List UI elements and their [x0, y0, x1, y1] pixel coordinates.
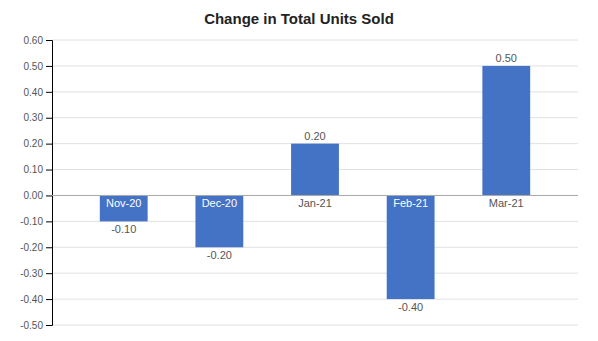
category-labels: Nov-20 Dec-20 Jan-21 Feb-21 Mar-21 [106, 197, 524, 209]
bar [387, 195, 435, 299]
bar [195, 195, 243, 247]
y-tick-label: 0.60 [24, 35, 44, 46]
data-label: 0.20 [304, 130, 325, 142]
y-tick-mark [46, 144, 52, 145]
data-label: -0.20 [207, 249, 232, 261]
grid-line [52, 195, 578, 196]
y-tick-mark [46, 195, 52, 196]
y-tick-mark [46, 92, 52, 93]
y-tick: -0.20 [20, 242, 52, 253]
y-tick: -0.50 [20, 320, 52, 331]
y-tick-mark [46, 118, 52, 119]
y-tick-label: 0.10 [24, 164, 44, 175]
category-label: Feb-21 [393, 197, 428, 209]
y-tick-label: -0.10 [20, 216, 43, 227]
y-tick: 0.20 [24, 138, 52, 149]
data-label: -0.40 [398, 301, 423, 313]
data-label: -0.10 [111, 223, 136, 235]
bar [482, 66, 530, 196]
y-tick: 0.10 [24, 164, 52, 175]
data-label: 0.50 [496, 52, 517, 64]
chart: Change in Total Units Sold -0.50 -0.40 -0.3… [0, 0, 598, 341]
title: Change in Total Units Sold [204, 10, 394, 27]
y-tick-label: -0.50 [20, 320, 43, 331]
bars [100, 66, 530, 299]
grid-line [52, 299, 578, 300]
y-tick-label: -0.20 [20, 242, 43, 253]
y-tick-mark [46, 325, 52, 326]
y-tick-mark [46, 299, 52, 300]
y-tick-mark [46, 40, 52, 41]
y-tick-mark [46, 221, 52, 222]
y-tick: -0.40 [20, 294, 52, 305]
category-label: Jan-21 [298, 197, 332, 209]
y-tick-label: 0.50 [24, 61, 44, 72]
y-tick-label: 0.20 [24, 138, 44, 149]
zero-line [52, 195, 578, 196]
y-tick-label: 0.00 [24, 190, 44, 201]
y-tick: 0.60 [24, 35, 52, 46]
category-label: Dec-20 [202, 197, 237, 209]
y-tick-mark [46, 247, 52, 248]
y-axis-line [46, 41, 53, 326]
y-tick-mark [46, 66, 52, 67]
data-labels: -0.10 -0.20 0.20 -0.40 0.50 [111, 52, 517, 313]
y-tick-label: 0.40 [24, 87, 44, 98]
y-tick-label: 0.30 [24, 112, 44, 123]
y-tick: 0.50 [24, 61, 52, 72]
y-tick-label: -0.30 [20, 268, 43, 279]
y-tick-mark [46, 170, 52, 171]
y-tick: 0.30 [24, 112, 52, 123]
grid-line [52, 273, 578, 274]
y-tick: -0.30 [20, 268, 52, 279]
y-tick: 0.00 [24, 190, 52, 201]
grid-line [52, 247, 578, 248]
y-tick-label: -0.40 [20, 294, 43, 305]
plot: -0.50 -0.40 -0.30 -0.20 -0.10 0.00 0.10 0.20 0.3… [20, 35, 578, 331]
y-axis: -0.50 -0.40 -0.30 -0.20 -0.10 0.00 0.10 0.20 0.3… [20, 35, 52, 331]
grid-line [52, 40, 578, 41]
y-tick-mark [46, 273, 52, 274]
y-tick: 0.40 [24, 87, 52, 98]
category-label: Mar-21 [489, 197, 524, 209]
bar [100, 195, 148, 221]
grid-line [52, 325, 578, 326]
bar [291, 144, 339, 196]
y-tick: -0.10 [20, 216, 52, 227]
grid [52, 40, 578, 325]
category-label: Nov-20 [106, 197, 141, 209]
